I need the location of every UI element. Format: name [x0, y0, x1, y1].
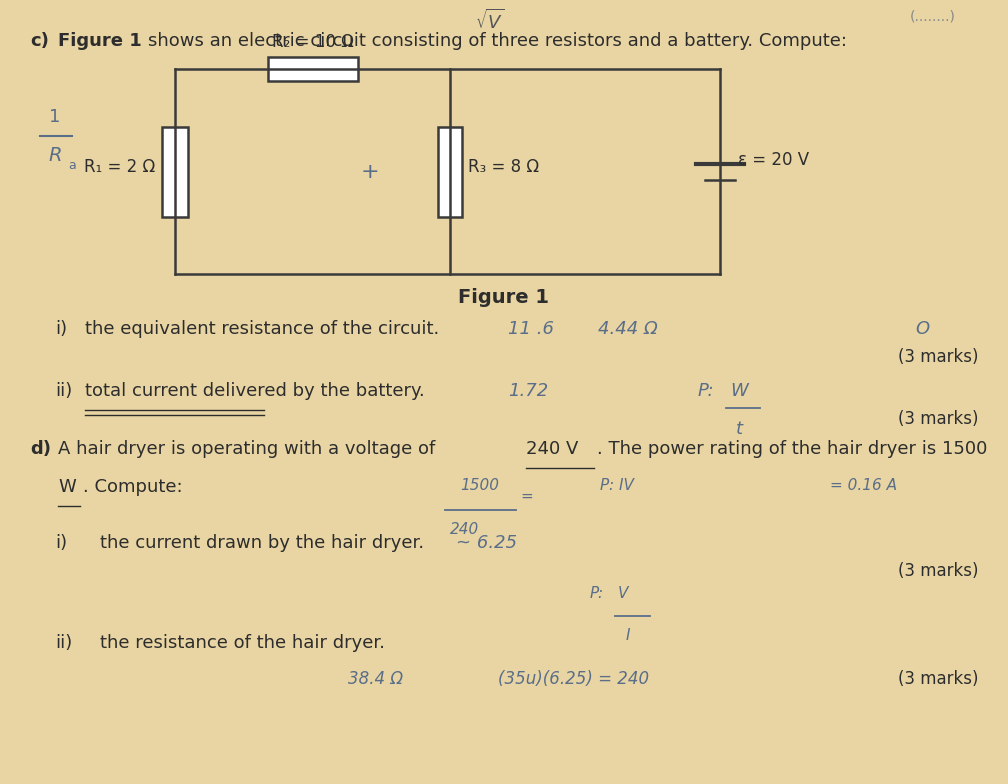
Text: the current drawn by the hair dryer.: the current drawn by the hair dryer.	[100, 534, 424, 552]
Text: P: IV: P: IV	[600, 478, 634, 493]
Text: A hair dryer is operating with a voltage of: A hair dryer is operating with a voltage…	[58, 440, 435, 458]
Text: Figure 1: Figure 1	[459, 288, 549, 307]
Text: ε = 20 V: ε = 20 V	[738, 151, 809, 169]
Text: I: I	[626, 628, 630, 643]
Text: 38.4 Ω: 38.4 Ω	[348, 670, 403, 688]
Text: W: W	[58, 478, 76, 496]
Text: the resistance of the hair dryer.: the resistance of the hair dryer.	[100, 634, 385, 652]
Text: 4.44 Ω: 4.44 Ω	[598, 320, 658, 338]
Bar	[438, 126, 462, 216]
Text: total current delivered by the battery.: total current delivered by the battery.	[85, 382, 424, 400]
Text: 240: 240	[450, 522, 479, 537]
Text: R: R	[48, 146, 61, 165]
Text: 11 .6: 11 .6	[508, 320, 554, 338]
Text: . Compute:: . Compute:	[83, 478, 182, 496]
Text: $\sqrt{V}$: $\sqrt{V}$	[476, 9, 505, 33]
Text: ii): ii)	[55, 382, 73, 400]
Text: P:: P:	[698, 382, 715, 400]
Text: V: V	[618, 586, 628, 601]
Bar	[162, 126, 188, 216]
Text: Figure 1: Figure 1	[58, 32, 142, 50]
Text: c): c)	[30, 32, 48, 50]
Text: (3 marks): (3 marks)	[897, 348, 978, 366]
Text: W: W	[730, 382, 748, 400]
Bar	[267, 57, 358, 81]
Text: (3 marks): (3 marks)	[897, 410, 978, 428]
Text: ii): ii)	[55, 634, 73, 652]
Text: 240 V: 240 V	[526, 440, 579, 458]
Text: d): d)	[30, 440, 51, 458]
Text: =: =	[520, 488, 533, 503]
Text: the equivalent resistance of the circuit.: the equivalent resistance of the circuit…	[85, 320, 439, 338]
Text: ~ 6.25: ~ 6.25	[456, 534, 517, 552]
Text: (........): (........)	[910, 9, 956, 23]
Text: shows an electric circuit consisting of three resistors and a battery. Compute:: shows an electric circuit consisting of …	[148, 32, 847, 50]
Text: . The power rating of the hair dryer is 1500: . The power rating of the hair dryer is …	[597, 440, 988, 458]
Text: a: a	[68, 159, 76, 172]
Text: (3 marks): (3 marks)	[897, 562, 978, 580]
Text: R₃ = 8 Ω: R₃ = 8 Ω	[468, 158, 539, 176]
Text: (3 marks): (3 marks)	[897, 670, 978, 688]
Text: i): i)	[55, 320, 68, 338]
Text: O: O	[915, 320, 929, 338]
Text: (35u)(6.25) = 240: (35u)(6.25) = 240	[498, 670, 649, 688]
Text: 1.72: 1.72	[508, 382, 548, 400]
Text: R₂ = 10 Ω: R₂ = 10 Ω	[271, 33, 354, 51]
Text: R₁ = 2 Ω: R₁ = 2 Ω	[84, 158, 155, 176]
Text: P:: P:	[590, 586, 604, 601]
Text: 1500: 1500	[461, 478, 500, 493]
Text: i): i)	[55, 534, 68, 552]
Text: t: t	[736, 420, 743, 438]
Text: = 0.16 A: = 0.16 A	[830, 478, 897, 493]
Text: 1: 1	[49, 108, 60, 126]
Text: +: +	[361, 162, 379, 182]
